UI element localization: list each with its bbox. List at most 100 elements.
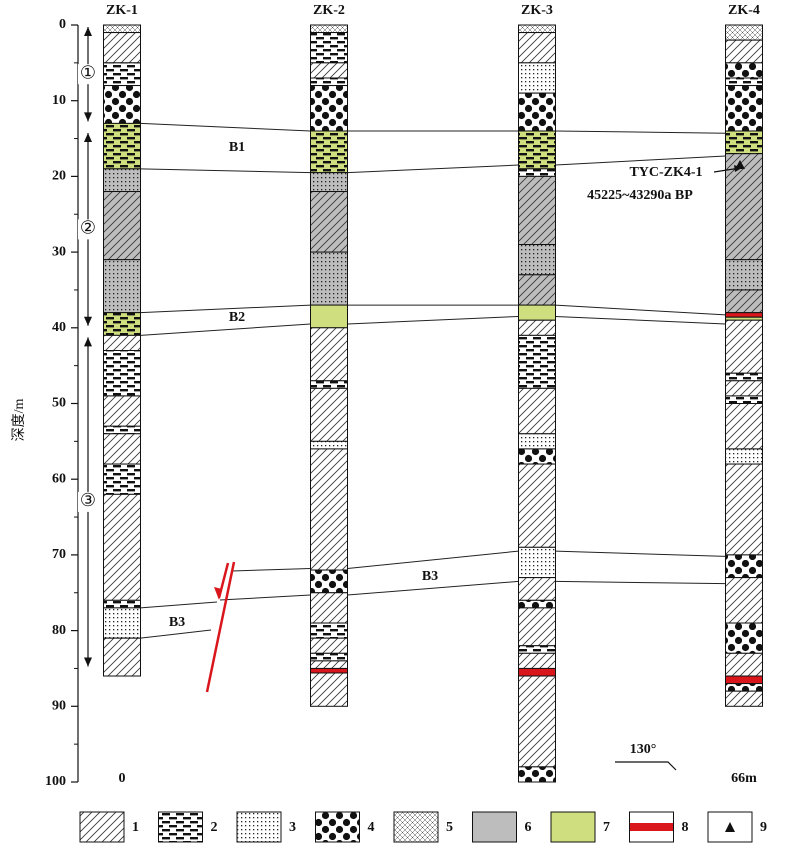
- layer-fill: [518, 600, 556, 608]
- correlation-line: [555, 580, 726, 585]
- layer-fill: [725, 289, 763, 313]
- unit-label: ③: [80, 490, 96, 510]
- correlation-line: [140, 122, 311, 132]
- legend-label: 7: [603, 820, 610, 835]
- direction-arrow: [615, 761, 677, 771]
- layer-fill: [725, 380, 763, 396]
- layer-fill: [518, 32, 556, 63]
- layer-fill: [103, 494, 141, 601]
- layer-fill: [725, 448, 763, 465]
- legend-box: [79, 811, 125, 843]
- layer-fill: [310, 85, 348, 131]
- correlation-line: [140, 304, 311, 314]
- legend-box: [158, 811, 203, 843]
- legend-fill: [80, 812, 124, 842]
- borehole-name: ZK-1: [106, 3, 138, 18]
- layer-fill: [725, 676, 763, 684]
- layer-fill: [518, 274, 556, 306]
- legend-box: [629, 811, 674, 843]
- layer-fill: [103, 433, 141, 465]
- layer-fill: [310, 623, 348, 639]
- correlation-line: [140, 601, 218, 609]
- legend-label: 3: [289, 820, 296, 835]
- tick-label: 0: [59, 17, 66, 32]
- legend-box: [472, 811, 517, 843]
- layer-fill: [518, 320, 556, 336]
- unit-label: ①: [80, 62, 96, 82]
- legend-label: 1: [132, 820, 139, 835]
- correlation-line: [555, 550, 726, 557]
- layer: [725, 690, 763, 707]
- layer-fill: [725, 373, 763, 381]
- layer-fill: [725, 317, 763, 321]
- direction: 130°: [630, 742, 657, 757]
- layer-fill: [103, 123, 141, 169]
- layer-fill: [310, 570, 348, 593]
- legend-box: [315, 811, 360, 843]
- axis-label: 深度/m: [11, 399, 27, 442]
- unit-label-bg: [78, 219, 98, 240]
- legend-label: 8: [682, 820, 689, 835]
- layer-fill: [310, 448, 348, 571]
- layer: [103, 637, 141, 677]
- legend-fill: [158, 812, 203, 842]
- layer-fill: [103, 168, 141, 192]
- layer-fill: [103, 600, 141, 608]
- legend-label: 9: [760, 820, 767, 835]
- legend-fill: [472, 812, 517, 842]
- layer-fill: [103, 312, 141, 336]
- layer-fill: [103, 350, 141, 396]
- unit-label: ②: [80, 218, 96, 238]
- layer: [310, 672, 348, 707]
- legend-label: 4: [368, 820, 375, 835]
- layer-fill: [518, 577, 556, 601]
- layer-fill: [725, 464, 763, 555]
- layer-fill: [310, 638, 348, 654]
- legend-triangle: [725, 822, 735, 832]
- borehole-name: ZK-4: [728, 3, 760, 18]
- layer-fill: [310, 668, 348, 673]
- layer-fill: [103, 32, 141, 63]
- tick-label: 30: [52, 244, 66, 259]
- tick-label: 80: [52, 623, 66, 638]
- layer-fill: [103, 25, 141, 33]
- bed-label: B2: [229, 310, 245, 325]
- distance-start: 0: [119, 771, 126, 786]
- correlation-line: [347, 164, 519, 174]
- layer-fill: [518, 244, 556, 275]
- layer-fill: [518, 464, 556, 548]
- sample-age: 45225~43290a BP: [587, 188, 693, 203]
- layer-fill: [725, 77, 763, 86]
- legend-fill: [315, 812, 360, 842]
- bed-label: B1: [229, 140, 245, 155]
- correlation-line: [347, 315, 519, 325]
- bed-label: B3: [169, 615, 185, 630]
- layer-fill: [103, 464, 141, 495]
- layer-fill: [310, 441, 348, 449]
- layer-fill: [518, 305, 556, 321]
- layer-fill: [725, 25, 763, 41]
- layer-fill: [518, 433, 556, 449]
- distance-end: 66m: [731, 771, 757, 786]
- layer-fill: [725, 623, 763, 654]
- layer-fill: [725, 62, 763, 78]
- fault-arrow: [214, 587, 222, 600]
- tick-label: 60: [52, 471, 66, 486]
- layer-fill: [103, 191, 141, 260]
- legend-label: 2: [211, 820, 218, 835]
- legend-box: [707, 811, 753, 843]
- layer-fill: [725, 403, 763, 449]
- layer-fill: [103, 426, 141, 434]
- layer-fill: [310, 592, 348, 624]
- tick-label: 20: [52, 169, 66, 184]
- legend-fill: [629, 823, 674, 831]
- tick-label: 50: [52, 396, 66, 411]
- layer-fill: [518, 168, 556, 177]
- correlation-line: [555, 130, 726, 134]
- layer-fill: [310, 252, 348, 306]
- legend-fill: [394, 812, 438, 842]
- layer-fill: [310, 32, 348, 63]
- layer-fill: [725, 153, 763, 260]
- layer-fill: [310, 388, 348, 442]
